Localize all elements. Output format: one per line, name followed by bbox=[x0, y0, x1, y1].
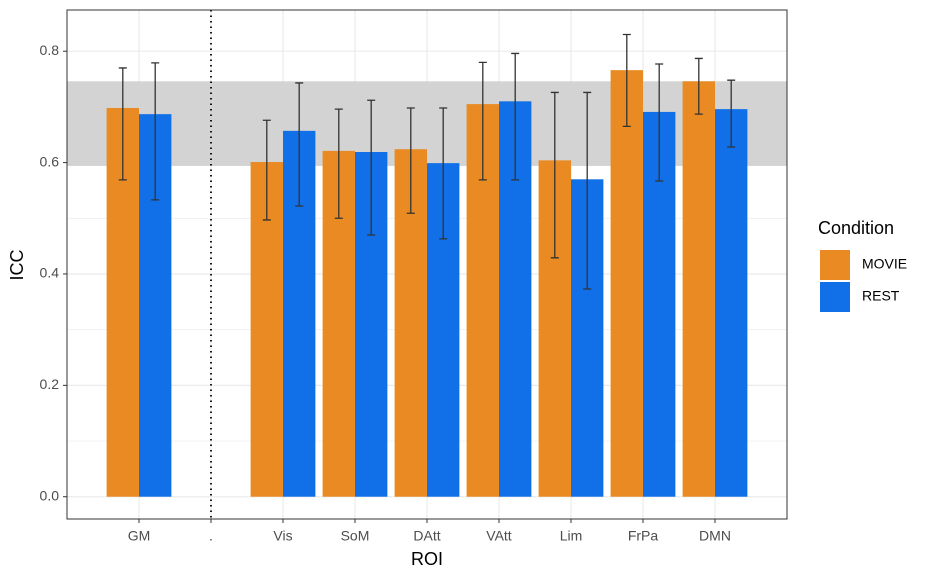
error-bar bbox=[367, 99, 376, 236]
legend-key bbox=[820, 282, 850, 312]
error-bar bbox=[262, 119, 271, 221]
error-bar bbox=[622, 33, 631, 128]
x-tick-label: Vis bbox=[273, 528, 292, 544]
legend-label: REST bbox=[862, 288, 900, 304]
error-bar bbox=[583, 91, 592, 290]
bar bbox=[610, 70, 643, 497]
legend-key bbox=[820, 250, 850, 280]
x-tick-label: GM bbox=[128, 528, 151, 544]
y-tick-label: 0.4 bbox=[40, 265, 60, 281]
y-tick-label: 0.2 bbox=[40, 376, 60, 392]
x-tick-label: Lim bbox=[560, 528, 583, 544]
legend-title: Condition bbox=[818, 218, 894, 238]
error-bar bbox=[151, 62, 160, 201]
x-tick-label: DAtt bbox=[413, 528, 440, 544]
x-tick-label: DMN bbox=[699, 528, 731, 544]
y-tick-label: 0.0 bbox=[40, 487, 60, 503]
error-bar bbox=[295, 82, 304, 207]
error-bar bbox=[478, 61, 487, 181]
y-tick-label: 0.6 bbox=[40, 153, 60, 169]
x-tick-label: SoM bbox=[341, 528, 370, 544]
bar bbox=[682, 81, 715, 497]
error-bar bbox=[511, 52, 520, 181]
x-axis-title: ROI bbox=[411, 549, 443, 569]
error-bar bbox=[655, 63, 664, 182]
error-bar bbox=[550, 91, 559, 259]
error-bar bbox=[694, 57, 703, 115]
bar bbox=[715, 109, 748, 497]
error-bar bbox=[727, 79, 736, 148]
legend-label: MOVIE bbox=[862, 256, 907, 272]
error-bar bbox=[118, 67, 127, 181]
x-tick-label: . bbox=[209, 528, 213, 544]
x-tick-label: VAtt bbox=[486, 528, 512, 544]
error-bar bbox=[439, 107, 448, 240]
y-axis-title: ICC bbox=[7, 250, 27, 281]
x-tick-label: FrPa bbox=[628, 528, 659, 544]
error-bar bbox=[406, 107, 415, 214]
error-bar bbox=[334, 108, 343, 219]
y-tick-label: 0.8 bbox=[40, 42, 60, 58]
